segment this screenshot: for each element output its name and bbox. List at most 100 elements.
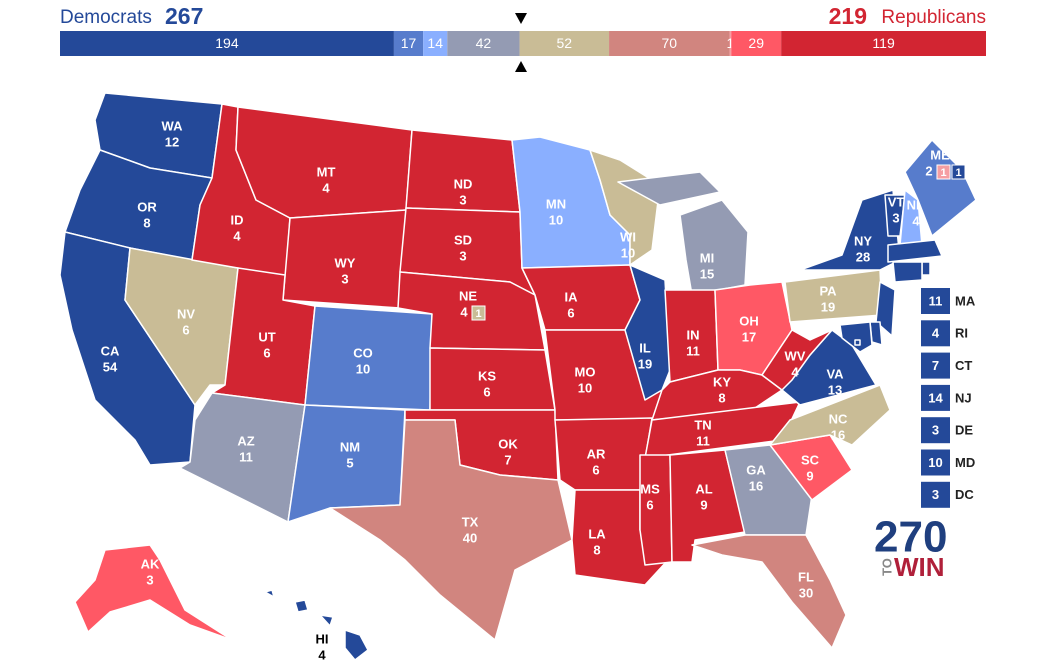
state — [769, 384, 891, 446]
state — [691, 534, 847, 649]
small-state-box — [921, 417, 950, 444]
bar-segment-label: 52 — [557, 35, 573, 51]
state-abbr: NM — [340, 439, 360, 454]
rep-total: 219 — [829, 3, 867, 29]
state-abbr: IL — [639, 340, 651, 355]
marker-bottom — [515, 61, 527, 72]
state-ev: 8 — [718, 390, 725, 405]
small-state-ev: 4 — [932, 326, 940, 341]
state-abbr: AL — [695, 481, 712, 496]
state-ev: 40 — [463, 530, 477, 545]
small-state-box — [921, 288, 950, 314]
district-ev: 1 — [955, 167, 961, 179]
state-abbr: OK — [498, 436, 518, 451]
small-state-ev: 14 — [928, 390, 943, 405]
state-ev: 4 — [460, 304, 468, 319]
state-ev: 16 — [749, 478, 763, 493]
state-abbr: WA — [162, 118, 184, 133]
small-state-ev: 10 — [928, 455, 942, 470]
state-ev: 6 — [483, 384, 490, 399]
state-ev: 6 — [182, 322, 189, 337]
state-ev: 3 — [341, 271, 348, 286]
state — [884, 194, 906, 237]
state-abbr: AR — [587, 446, 606, 461]
district-ev: 1 — [475, 308, 481, 320]
state-ev: 15 — [700, 266, 714, 281]
state — [74, 544, 233, 641]
small-state-box — [921, 320, 950, 347]
state-abbr: TX — [462, 514, 479, 529]
state-abbr: NE — [459, 288, 477, 303]
state-abbr: VA — [826, 366, 844, 381]
bar-segment — [731, 31, 782, 56]
logo-win: WIN — [894, 552, 945, 582]
state-abbr: MI — [700, 250, 714, 265]
state-abbr: TN — [694, 417, 711, 432]
state — [921, 261, 931, 276]
state-ev: 6 — [592, 462, 599, 477]
logo-number: 270 — [874, 513, 947, 562]
state-ev: 16 — [831, 427, 845, 442]
state-abbr: WI — [620, 229, 636, 244]
state-ev: 11 — [239, 449, 253, 464]
bar-segment-label: 119 — [872, 35, 895, 51]
state-ev: 3 — [892, 210, 899, 225]
state-ev: 3 — [459, 192, 466, 207]
bar-segment — [609, 31, 730, 56]
state-abbr: GA — [746, 462, 766, 477]
small-state-ev: 7 — [932, 358, 939, 373]
state-abbr: VT — [888, 194, 905, 209]
state-ev: 7 — [504, 452, 511, 467]
state-abbr: UT — [258, 329, 275, 344]
state — [235, 106, 413, 219]
state-ev: 3 — [459, 248, 466, 263]
state-abbr: KS — [478, 368, 496, 383]
state-abbr: MT — [317, 164, 336, 179]
small-state-ev: 11 — [929, 293, 943, 308]
state-ev: 12 — [165, 134, 179, 149]
rep-label: Republicans — [881, 7, 986, 28]
state-abbr: WY — [335, 255, 356, 270]
state — [799, 189, 901, 271]
state-ev: 54 — [103, 359, 118, 374]
small-state-ev: 3 — [932, 487, 939, 502]
state-ev: 10 — [621, 245, 635, 260]
state — [329, 419, 573, 641]
marker-top — [515, 13, 527, 24]
state-abbr: SC — [801, 452, 820, 467]
bar-segment — [519, 31, 610, 56]
state-ev: 4 — [318, 647, 326, 662]
state-ev: 13 — [828, 382, 842, 397]
state-ev: 10 — [578, 380, 592, 395]
state-abbr: CO — [353, 345, 373, 360]
state-abbr: ND — [454, 176, 473, 191]
bar-segment-label: 42 — [476, 35, 492, 51]
state-ev: 4 — [322, 180, 330, 195]
small-state-abbr: MA — [955, 293, 976, 308]
state-ev: 11 — [696, 433, 710, 448]
bar-segment-label: 29 — [748, 35, 764, 51]
small-state-box — [921, 384, 950, 411]
state-abbr: KY — [713, 374, 731, 389]
state-ev: 8 — [143, 215, 150, 230]
state-ev: 10 — [356, 361, 370, 376]
small-state-abbr: MD — [955, 455, 975, 470]
small-state-boxes: 11 MA 4 RI 7 CT 14 NJ 3 DE 10 MD 3 DC — [921, 288, 976, 508]
state-ev: 19 — [638, 356, 652, 371]
state-abbr: ID — [231, 212, 244, 227]
state-abbr: FL — [798, 569, 814, 584]
state-abbr: WV — [785, 348, 806, 363]
state-ev: 19 — [821, 299, 835, 314]
logo-to: TO — [879, 558, 894, 576]
bar-segment-label: 17 — [401, 35, 417, 51]
state-abbr: NV — [177, 306, 195, 321]
state-abbr: PA — [819, 283, 837, 298]
small-state-box — [921, 481, 950, 508]
small-state-abbr: CT — [955, 358, 972, 373]
state-abbr: LA — [588, 526, 606, 541]
logo: 270 TO WIN — [874, 513, 947, 582]
state-ev: 9 — [806, 468, 813, 483]
state-abbr: NC — [829, 411, 848, 426]
bar-segment-label: 14 — [427, 35, 443, 51]
